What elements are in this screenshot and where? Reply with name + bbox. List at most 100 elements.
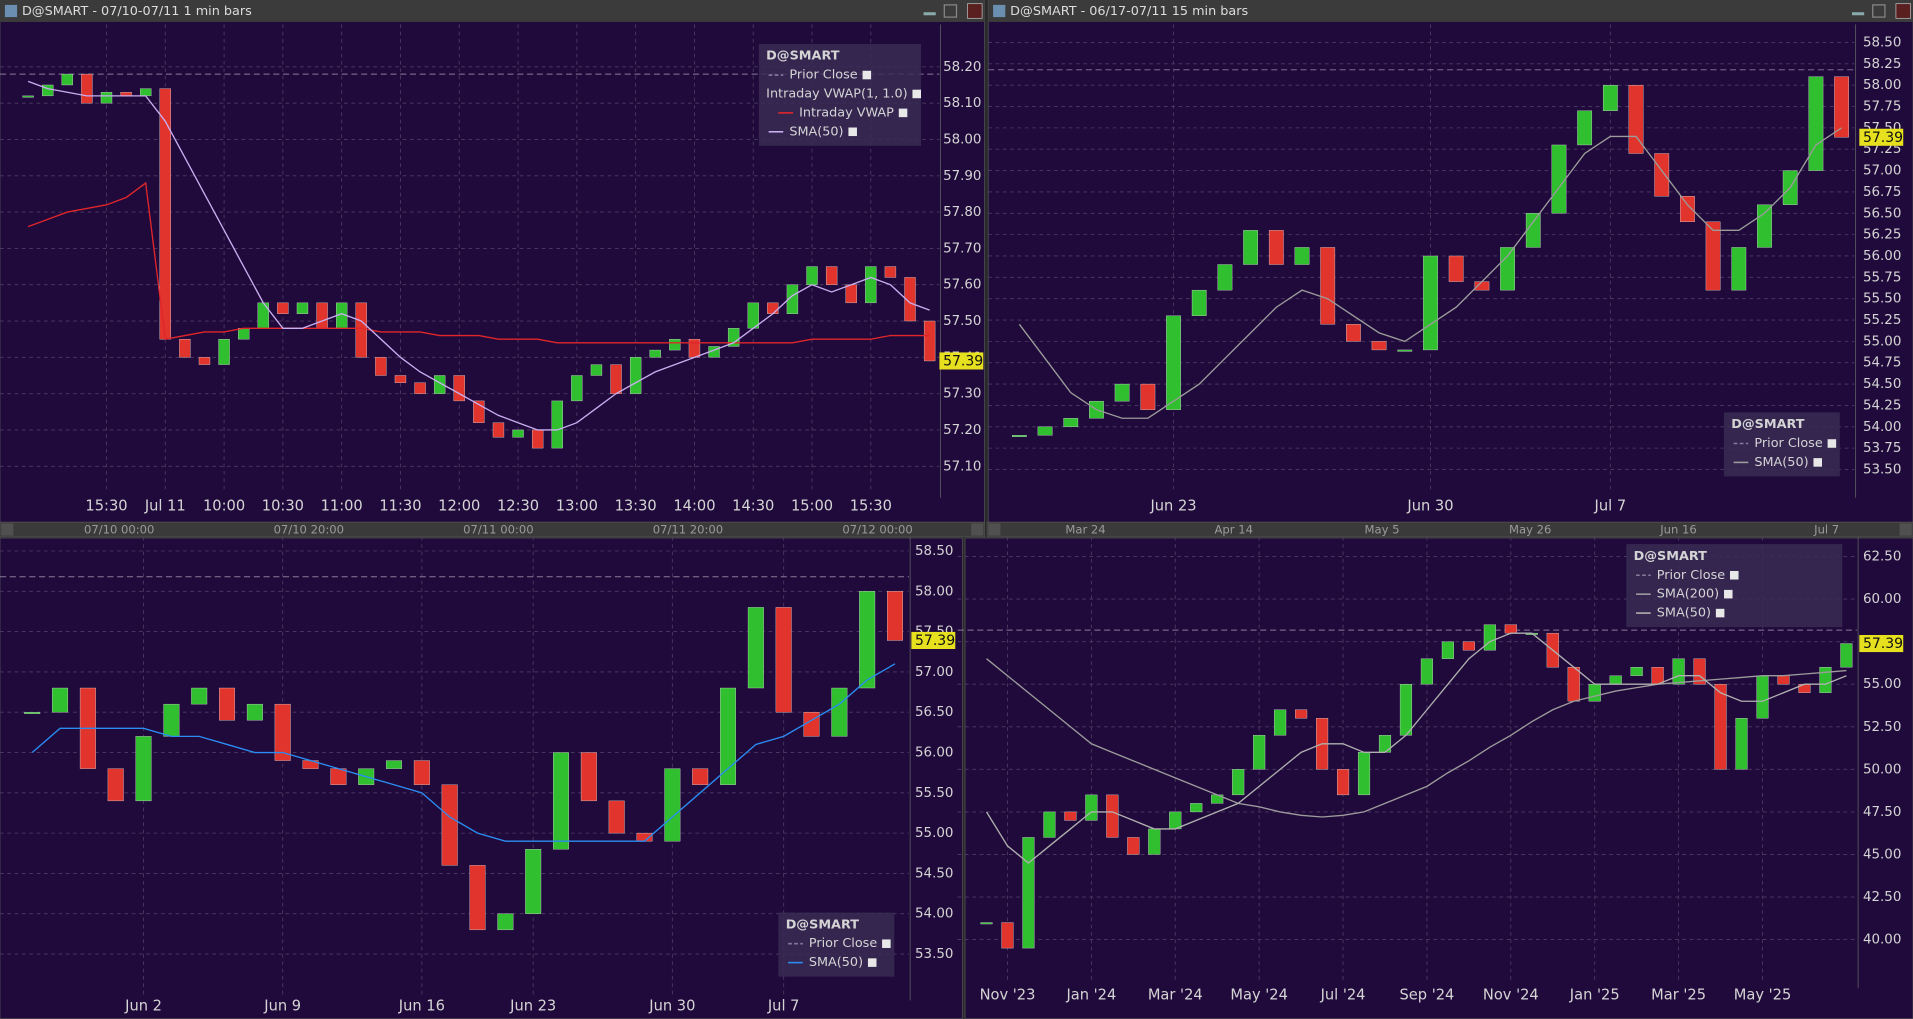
navigator-arrow-right[interactable] xyxy=(1899,523,1912,536)
legend: D@SMART Prior Close Intraday VWAP(1, 1.0) I… xyxy=(758,43,922,146)
candle xyxy=(590,364,603,376)
last-price-label: 57.39 xyxy=(1863,636,1903,652)
legend-label: D@SMART xyxy=(1731,417,1805,432)
candle xyxy=(1731,247,1747,291)
candle xyxy=(1064,811,1077,821)
candle xyxy=(159,88,171,340)
legend: D@SMART Prior Close SMA(200) SMA(50) xyxy=(1626,544,1843,628)
candle xyxy=(1808,76,1824,171)
y-tick-label: 55.00 xyxy=(1863,334,1901,349)
navigator-label: Apr 14 xyxy=(1215,523,1253,537)
title-bar xyxy=(988,0,1913,22)
maximize-button[interactable] xyxy=(943,4,958,18)
last-price-label: 57.39 xyxy=(1863,130,1903,146)
y-tick-label: 58.00 xyxy=(943,132,981,147)
candle xyxy=(1525,213,1541,248)
candle xyxy=(257,302,269,329)
candle xyxy=(1680,196,1695,223)
navigator-arrow-right[interactable] xyxy=(971,523,984,536)
candle xyxy=(1043,811,1056,838)
candle xyxy=(107,768,124,802)
candle xyxy=(1295,709,1308,719)
indicator-line xyxy=(985,632,1847,864)
x-tick-label: 13:30 xyxy=(615,497,657,514)
candle xyxy=(52,687,69,713)
legend-checkbox[interactable] xyxy=(867,958,877,967)
x-tick-label: May '25 xyxy=(1734,987,1792,1004)
candle xyxy=(24,712,41,714)
x-tick-label: 13:00 xyxy=(556,497,598,514)
navigator: Mar 24 Apr 14 May 5 May 26 Jun 16 Jul 7 xyxy=(986,521,1913,538)
y-tick-label: 58.25 xyxy=(1863,57,1901,72)
candle xyxy=(1448,255,1464,282)
minimize-button[interactable] xyxy=(1851,12,1865,16)
legend-checkbox[interactable] xyxy=(1730,570,1739,580)
legend: D@SMART Prior Close SMA(50) xyxy=(778,912,895,977)
candle xyxy=(277,302,289,314)
y-tick-label: 57.70 xyxy=(943,241,981,256)
candle xyxy=(1063,418,1079,427)
legend-label: D@SMART xyxy=(766,49,840,64)
candle xyxy=(1500,247,1515,291)
navigator-bar[interactable] xyxy=(0,521,985,538)
navigator-arrow-left[interactable] xyxy=(1,523,14,536)
navigator-label: Jun 16 xyxy=(1659,523,1697,537)
navigator-arrow-left[interactable] xyxy=(988,523,1001,536)
x-tick-label: 12:30 xyxy=(497,497,539,514)
x-tick-label: Jun 23 xyxy=(1149,497,1196,514)
navigator-label: 07/10 00:00 xyxy=(84,523,154,537)
candle xyxy=(845,284,857,304)
y-tick-label: 55.50 xyxy=(1863,292,1901,307)
y-tick-label: 58.50 xyxy=(915,544,953,559)
candle xyxy=(1602,84,1618,111)
candle xyxy=(1169,811,1182,830)
candle xyxy=(1551,144,1567,214)
candle xyxy=(1567,667,1580,702)
candle xyxy=(1672,658,1685,685)
y-tick-label: 55.50 xyxy=(915,786,953,801)
y-tick-label: 54.75 xyxy=(1863,356,1901,371)
y-tick-label: 55.00 xyxy=(1863,677,1901,692)
legend-label: Intraday VWAP(1, 1.0) xyxy=(766,86,907,101)
maximize-button[interactable] xyxy=(1872,4,1886,18)
candle xyxy=(775,607,792,713)
candle xyxy=(1714,684,1727,770)
x-tick-label: Jun 30 xyxy=(1406,497,1453,514)
candle xyxy=(1504,624,1517,634)
candle xyxy=(831,687,848,737)
close-button[interactable] xyxy=(967,3,983,19)
legend-checkbox[interactable] xyxy=(1813,458,1823,467)
chart-panel: D@SMART - 07/10-07/11 1 min bars 57.10 57.… xyxy=(0,0,985,523)
candle xyxy=(394,375,407,383)
x-tick-label: Jan '24 xyxy=(1065,987,1116,1004)
candle xyxy=(923,320,936,362)
y-tick-label: 53.50 xyxy=(1863,462,1901,477)
candle xyxy=(580,752,597,802)
navigator-bar[interactable] xyxy=(986,521,1913,538)
candle xyxy=(1001,922,1014,949)
legend-checkbox[interactable] xyxy=(898,108,908,118)
candle xyxy=(1609,675,1622,685)
candle xyxy=(1336,769,1350,796)
legend-checkbox[interactable] xyxy=(1724,589,1733,599)
candle xyxy=(433,375,446,394)
legend-label: SMA(50) xyxy=(1657,606,1711,621)
candle xyxy=(469,865,486,931)
legend-checkbox[interactable] xyxy=(912,89,922,99)
legend-checkbox[interactable] xyxy=(1827,439,1837,448)
candle xyxy=(803,712,820,737)
minimize-button[interactable] xyxy=(923,12,936,16)
window-icon xyxy=(993,4,1006,18)
legend-checkbox[interactable] xyxy=(848,127,857,137)
legend-checkbox[interactable] xyxy=(1715,608,1725,618)
candle xyxy=(497,913,514,931)
legend-checkbox[interactable] xyxy=(862,70,872,80)
legend-checkbox[interactable] xyxy=(882,939,891,948)
candle xyxy=(664,768,681,842)
indicator-line xyxy=(1018,127,1842,419)
candle xyxy=(1011,435,1027,437)
candle xyxy=(191,687,208,705)
indicator-line xyxy=(31,663,896,842)
close-button[interactable] xyxy=(1895,3,1911,19)
